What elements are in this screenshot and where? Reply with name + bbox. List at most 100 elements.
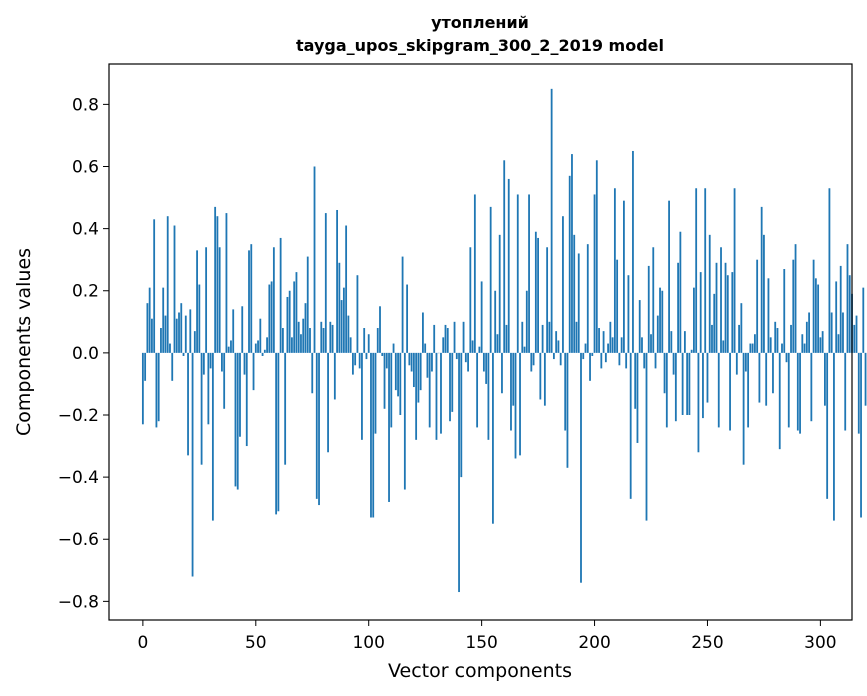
bar <box>634 352 637 409</box>
bar <box>304 303 307 353</box>
bar <box>607 343 609 353</box>
bar <box>455 352 458 360</box>
bar <box>546 247 549 353</box>
bar <box>322 328 325 353</box>
bar <box>794 244 797 353</box>
bar <box>670 331 673 353</box>
bar <box>406 284 409 353</box>
bar <box>370 352 372 518</box>
bar <box>715 262 718 353</box>
bar <box>338 262 341 353</box>
bar <box>550 88 553 353</box>
bar <box>225 213 228 353</box>
bar <box>683 331 686 353</box>
bar <box>693 287 695 353</box>
bar <box>586 244 589 353</box>
bar <box>663 352 666 394</box>
bar <box>471 340 474 353</box>
bar <box>643 352 646 369</box>
bar <box>711 324 713 353</box>
bar <box>729 352 731 431</box>
bar <box>336 209 338 353</box>
bar <box>842 312 844 353</box>
bar <box>548 321 551 353</box>
bar <box>751 343 754 353</box>
x-axis-label: Vector components <box>388 660 572 682</box>
y-tick-label: −0.6 <box>58 530 99 550</box>
bar <box>385 352 388 369</box>
bar <box>833 352 835 521</box>
bar <box>720 247 722 353</box>
bar <box>259 318 262 353</box>
bar <box>297 321 300 353</box>
plot-frame <box>108 63 853 621</box>
bar <box>801 334 804 353</box>
bar <box>562 216 564 353</box>
bar <box>462 321 465 353</box>
bar <box>817 284 820 353</box>
bar <box>279 237 282 353</box>
bar <box>860 352 862 518</box>
bar <box>758 352 761 403</box>
bar <box>564 352 567 431</box>
bar <box>223 352 226 409</box>
bar <box>864 352 867 406</box>
bar <box>291 337 293 353</box>
bar <box>672 352 675 375</box>
bar <box>358 352 361 369</box>
bar <box>392 343 395 353</box>
bar <box>695 188 698 353</box>
bar <box>487 352 490 440</box>
bar <box>248 250 250 353</box>
bar <box>236 352 239 490</box>
bar <box>819 337 822 353</box>
bar <box>512 352 515 406</box>
bar <box>417 352 420 403</box>
bar <box>227 346 230 353</box>
bar <box>552 352 555 360</box>
bar <box>270 281 273 353</box>
bar <box>313 166 316 353</box>
bar <box>261 352 264 356</box>
bar <box>293 281 296 353</box>
bar <box>311 352 314 394</box>
bar <box>403 352 406 490</box>
y-tick-label: −0.2 <box>58 406 99 426</box>
bar <box>324 213 327 353</box>
bar <box>702 352 704 419</box>
bar <box>178 312 180 353</box>
bar <box>146 303 149 353</box>
bar <box>318 352 320 506</box>
bar <box>173 225 176 353</box>
y-tick-label: 0.8 <box>72 95 99 115</box>
bar <box>744 352 747 372</box>
bar <box>288 290 291 353</box>
bar <box>306 256 309 353</box>
bar <box>534 231 537 353</box>
bar <box>245 352 248 447</box>
bar <box>568 175 571 353</box>
bar <box>760 206 763 353</box>
bar <box>354 352 357 366</box>
bar <box>281 328 284 353</box>
bar <box>613 188 616 353</box>
bar <box>422 312 424 353</box>
bar <box>830 312 833 353</box>
bar <box>216 216 219 353</box>
bar <box>498 234 501 353</box>
bar <box>781 343 783 353</box>
bar <box>309 328 311 353</box>
bar <box>469 247 472 353</box>
bar <box>559 352 562 366</box>
bar <box>230 340 232 353</box>
x-tick-label: 150 <box>465 633 497 653</box>
bar <box>424 343 427 353</box>
bar <box>835 281 838 353</box>
bar <box>690 349 693 353</box>
y-tick-label: 0.0 <box>72 344 99 364</box>
bar <box>783 269 786 353</box>
bar <box>257 340 259 353</box>
y-tick-label: 0.6 <box>72 158 99 178</box>
bar <box>747 352 750 428</box>
bar <box>844 352 847 431</box>
